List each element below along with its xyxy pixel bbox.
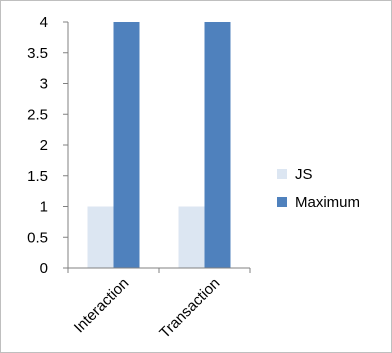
bars-layer [87, 22, 231, 268]
bar-js-interaction [87, 206, 114, 268]
y-tick-label: 4 [40, 14, 48, 31]
legend-label-maximum: Maximum [295, 194, 360, 211]
bar-maximum-transaction [204, 22, 231, 268]
legend-swatch-js [277, 169, 287, 179]
y-tick-label: 3 [40, 76, 48, 93]
y-tick-label: 1.5 [27, 168, 48, 185]
y-tick-label: 1 [40, 199, 48, 216]
y-tick-label: 2 [40, 137, 48, 154]
bar-js-transaction [178, 206, 205, 268]
bar-maximum-interaction [113, 22, 140, 268]
y-tick-label: 3.5 [27, 45, 48, 62]
y-tick-label: 0 [40, 260, 48, 277]
legend: JS Maximum [277, 166, 360, 211]
legend-label-js: JS [295, 166, 313, 183]
y-tick-label: 2.5 [27, 106, 48, 123]
legend-swatch-maximum [277, 197, 287, 207]
y-tick-label: 0.5 [27, 229, 48, 246]
